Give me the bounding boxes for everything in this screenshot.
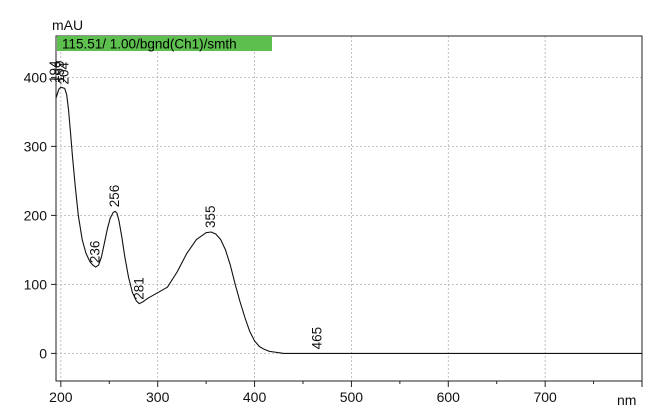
x-axis: 200 300 400 500 600 700 (49, 381, 643, 405)
peak-label: 199 (52, 61, 67, 84)
peak-label: 194 (47, 60, 62, 83)
x-tick-label: 700 (533, 389, 557, 405)
x-tick-label: 600 (437, 389, 461, 405)
x-tick-label: 200 (49, 389, 73, 405)
peak-label: 256 (107, 185, 122, 208)
peak-label: 204 (57, 61, 72, 84)
y-axis: 0 100 200 300 400 (24, 69, 56, 361)
x-tick-label: 400 (243, 389, 267, 405)
absorbance-trace (55, 86, 642, 354)
peak-label: 236 (88, 241, 103, 264)
peak-label: 281 (131, 277, 146, 300)
x-axis-unit: nm (617, 392, 636, 408)
plot-frame (55, 35, 643, 382)
y-tick-label: 0 (39, 345, 47, 361)
y-tick-label: 300 (24, 138, 48, 154)
peak-label: 355 (203, 205, 218, 228)
banner-background (57, 36, 272, 51)
peak-label: 465 (310, 327, 325, 350)
x-tick-label: 300 (146, 389, 170, 405)
y-tick-label: 400 (24, 69, 48, 85)
y-tick-label: 200 (24, 207, 48, 223)
x-tick-label: 500 (340, 389, 364, 405)
y-axis-unit: mAU (52, 17, 83, 33)
y-tick-label: 100 (24, 276, 48, 292)
banner-text: 115.51/ 1.00/bgnd(Ch1)/smth (62, 37, 237, 52)
grid-lines (56, 36, 642, 381)
